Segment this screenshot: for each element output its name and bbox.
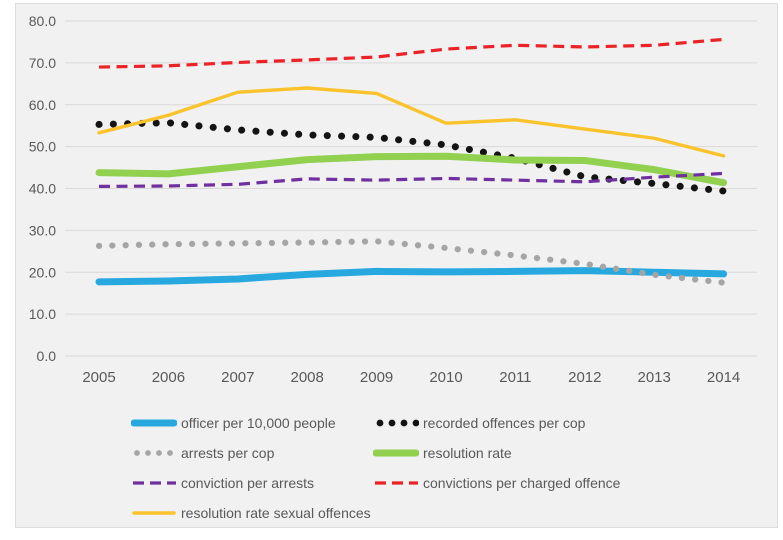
y-tick-label: 10.0 [29, 306, 56, 322]
legend-label: convictions per charged offence [423, 475, 621, 491]
x-tick-label: 2007 [221, 369, 254, 386]
legend-swatch-dashed-icon [133, 481, 176, 485]
legend-label: arrests per cop [181, 445, 275, 461]
legend-label: recorded offences per cop [423, 415, 586, 431]
legend-swatch-solid-thick-icon [373, 449, 419, 457]
y-tick-label: 40.0 [29, 181, 56, 197]
x-tick-label: 2010 [429, 369, 462, 386]
legend-item-resolution-rate: resolution rate [373, 445, 731, 461]
legend-swatch-solid-thick-icon [131, 419, 177, 427]
legend-item-convictions-per-charged-offence: convictions per charged offence [373, 475, 731, 491]
legend-label: conviction per arrests [181, 475, 315, 491]
x-tick-label: 2009 [360, 369, 393, 386]
y-tick-label: 70.0 [29, 55, 56, 71]
legend-item-recorded-offences-per-cop: recorded offences per cop [373, 415, 731, 431]
legend-label: resolution rate [423, 445, 512, 461]
legend-label: resolution rate sexual offences [181, 505, 371, 521]
x-axis-labels: 2005 2006 2007 2008 2009 2010 2011 2012 2013 2014 [82, 369, 740, 386]
y-tick-label: 0.0 [37, 348, 57, 364]
series-line-recorded-offences-per-cop [95, 119, 728, 195]
x-tick-label: 2014 [707, 369, 740, 386]
y-tick-label: 30.0 [29, 222, 56, 238]
x-tick-label: 2011 [499, 369, 531, 386]
legend-label: officer per 10,000 people [181, 415, 336, 431]
legend-swatch-solid-thin-icon [132, 511, 176, 515]
y-tick-label: 80.0 [29, 13, 56, 29]
series-line-arrests-per-cop [95, 238, 727, 286]
x-tick-label: 2006 [152, 369, 185, 386]
y-tick-label: 20.0 [29, 264, 56, 280]
chart-legend: officer per 10,000 people recorded offenc… [131, 408, 731, 528]
series-line-resolution-rate [95, 152, 728, 187]
legend-swatch-dotted-icon [376, 419, 419, 427]
y-axis-labels: 80.0 70.0 60.0 50.0 40.0 30.0 20.0 10.0 0.0 [29, 13, 56, 364]
x-tick-label: 2012 [568, 369, 601, 386]
legend-swatch-dashed-icon [375, 481, 418, 485]
legend-item-officer-per-10-000-people: officer per 10,000 people [131, 415, 373, 431]
legend-item-conviction-per-arrests: conviction per arrests [131, 475, 373, 491]
series-line-officer-per-10-000-people [95, 267, 728, 286]
y-tick-label: 60.0 [29, 97, 56, 113]
legend-item-arrests-per-cop: arrests per cop [131, 445, 373, 461]
x-tick-label: 2008 [291, 369, 324, 386]
chart-background [15, 3, 778, 528]
x-tick-label: 2013 [638, 369, 671, 386]
legend-swatch-dotted-fine-icon [134, 450, 173, 456]
legend-item-resolution-rate-sexual-offences: resolution rate sexual offences [131, 505, 373, 521]
series-lines [95, 37, 728, 286]
series-line-resolution-rate-sexual-offences [97, 86, 726, 158]
y-tick-label: 50.0 [29, 139, 56, 155]
x-tick-label: 2005 [82, 369, 115, 386]
